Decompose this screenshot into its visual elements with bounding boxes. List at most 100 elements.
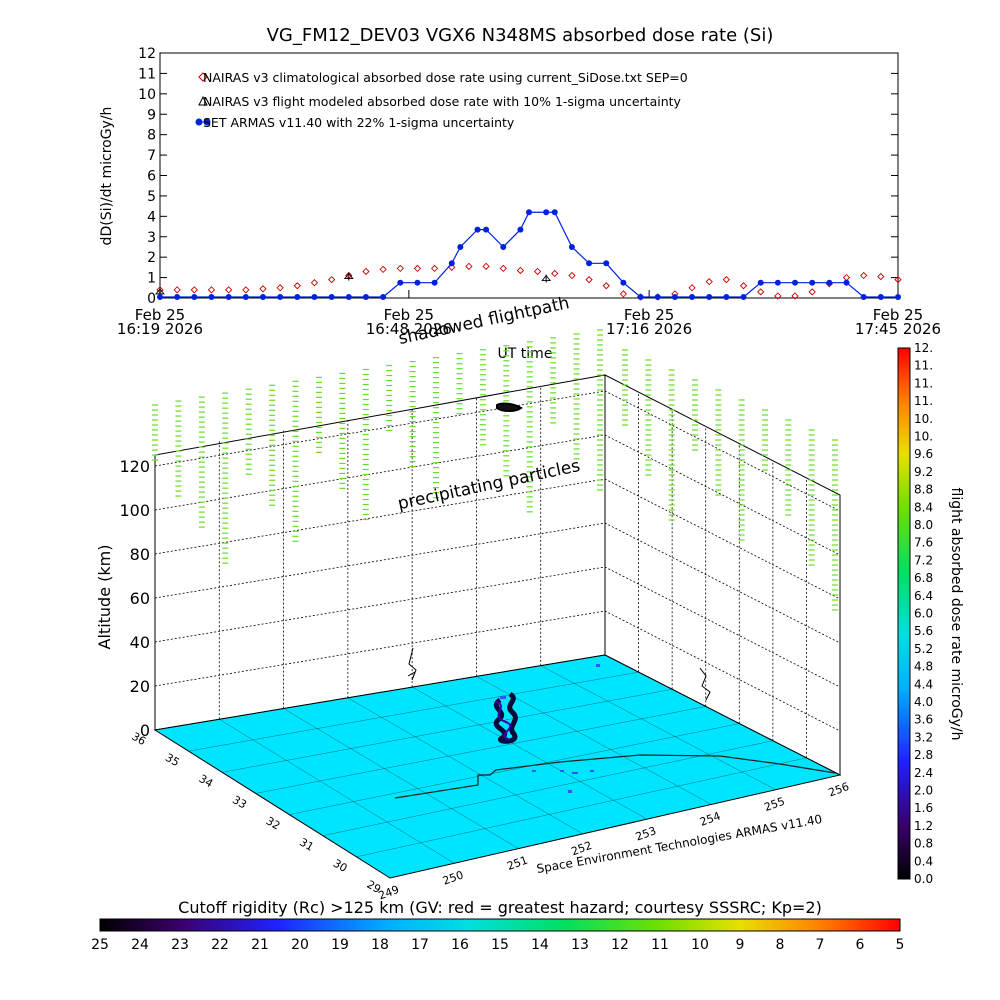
data-point-nairas-climatological	[808, 288, 816, 296]
data-point-nairas-climatological	[602, 282, 610, 290]
dose-colorbar-tick-label: 6.4	[914, 589, 933, 603]
dose-colorbar-tick-label: 4.0	[914, 695, 933, 709]
longitude-tick-label: 251	[505, 854, 529, 873]
floor-gridline	[540, 665, 776, 790]
data-point-nairas-climatological	[156, 286, 164, 294]
x-tick-label-time: 17:45 2026	[855, 320, 941, 338]
data-point-set-armas	[809, 279, 816, 286]
rigidity-colorbar-tick-label: 17	[411, 937, 429, 953]
dose-colorbar-tick-label: 7.2	[914, 553, 933, 567]
data-point-nairas-climatological	[396, 264, 404, 273]
latitude-tick-label: 31	[297, 836, 316, 854]
data-point-nairas-climatological	[310, 279, 319, 287]
y-tick-label: 6	[147, 169, 156, 185]
data-point-set-armas	[225, 293, 232, 300]
data-point-nairas-climatological	[413, 264, 422, 273]
altitude-tick-label: 60	[130, 589, 150, 608]
data-point-set-armas	[208, 293, 215, 300]
y-tick-label: 5	[147, 189, 156, 205]
map-floor	[153, 654, 842, 879]
y-tick-label: 11	[138, 66, 156, 82]
y-tick-label: 10	[138, 87, 156, 103]
data-point-nairas-climatological	[242, 286, 250, 294]
data-point-nairas-climatological	[327, 275, 336, 284]
flight-trace-right-wall	[699, 667, 711, 701]
dose-colorbar-tick-label: 2.8	[914, 748, 933, 762]
data-point-nairas-climatological	[894, 275, 902, 284]
data-point-set-armas	[551, 209, 558, 216]
floor-gridline	[219, 719, 455, 864]
dose-colorbar-tick-label: 0.0	[914, 872, 933, 886]
longitude-tick-label: 250	[441, 868, 465, 887]
dose-colorbar-tick-label: 11.	[914, 376, 933, 390]
dose-colorbar-tick-label: 2.0	[914, 784, 933, 798]
floor-gridline	[412, 686, 648, 820]
legend-triangle-marker	[198, 95, 208, 106]
floor-dose-dots	[500, 664, 600, 793]
dose-colorbar-tick-label: 6.0	[914, 607, 933, 621]
dose-colorbar-tick-label: 6.8	[914, 571, 933, 585]
rigidity-colorbar-tick-label: 16	[451, 937, 469, 953]
rigidity-colorbar-tick-label: 14	[531, 937, 549, 953]
rigidity-colorbar-tick-label: 5	[896, 937, 905, 953]
flight-trace-top	[496, 402, 523, 412]
dose-colorbar-tick-label: 5.2	[914, 642, 933, 656]
flight-spiral-shadow-overlay	[495, 701, 512, 741]
data-point-set-armas	[431, 279, 438, 286]
data-point-set-armas	[671, 293, 678, 300]
legend-diamond-marker	[198, 72, 208, 82]
data-point-set-armas	[448, 260, 455, 267]
data-point-set-armas	[380, 293, 387, 300]
rigidity-colorbar-tick-label: 18	[371, 937, 389, 953]
data-point-nairas-climatological	[533, 267, 542, 276]
rigidity-colorbar-tick-label: 22	[211, 937, 229, 953]
latitude-tick-label: 32	[264, 814, 283, 832]
dose-colorbar-tick-label: 11.	[914, 394, 933, 408]
data-point-nairas-climatological	[345, 271, 353, 280]
data-point-nairas-climatological	[842, 273, 851, 282]
data-point-set-armas	[242, 293, 249, 300]
y-tick-label: 0	[147, 291, 156, 307]
data-point-nairas-climatological	[465, 262, 473, 270]
latitude-tick-label: 36	[129, 730, 148, 748]
dose-rate-colorbar	[897, 347, 911, 880]
data-point-nairas-climatological	[259, 285, 267, 293]
latitude-axis: 29 30 31 32 33 34 35 36	[129, 730, 383, 896]
altitude-tick-label: 120	[119, 457, 150, 476]
rigidity-colorbar-tick-label: 7	[816, 937, 825, 953]
data-point-set-armas	[277, 293, 284, 300]
data-point-nairas-climatological	[276, 284, 284, 292]
data-point-set-armas	[328, 293, 335, 300]
precipitating-particles-label: precipitating particles	[396, 456, 582, 514]
data-point-set-armas	[637, 293, 644, 300]
data-point-nairas-climatological	[705, 278, 713, 286]
x-tick-label-time: 16:19 2026	[117, 320, 203, 338]
data-point-set-armas	[706, 293, 713, 300]
x-tick-label-time: 16:48 2026	[366, 320, 452, 338]
dose-colorbar-tick-label: 3.6	[914, 713, 933, 727]
data-point-set-armas	[620, 279, 627, 286]
data-point-set-armas	[723, 293, 730, 300]
rigidity-colorbar-tick-label: 20	[291, 937, 309, 953]
dose-colorbar-tick-label: 1.6	[914, 801, 933, 815]
floor-gridline	[322, 740, 773, 836]
data-point-nairas-climatological	[225, 286, 233, 294]
y-tick-label: 12	[138, 46, 156, 62]
x-tick-label-day: Feb 25	[873, 306, 923, 324]
data-point-set-armas	[345, 293, 352, 300]
rigidity-colorbar-tick-label: 23	[171, 937, 189, 953]
top-y-axis-label: dD(Si)/dt microGy/h	[99, 107, 115, 246]
dose-colorbar-tick-label: 4.4	[914, 677, 933, 691]
x-tick-label-time: 17:16 2026	[606, 320, 692, 338]
data-point-nairas-climatological	[619, 290, 628, 298]
dose-colorbar-tick-label: 2.4	[914, 766, 933, 780]
dose-colorbar-tick-label: 12.	[914, 341, 933, 355]
floor-gridline	[289, 723, 740, 815]
dose-colorbar-tick-label: 10.	[914, 412, 933, 426]
data-point-nairas-climatological	[207, 286, 216, 294]
dose-colorbar-tick-label: 0.4	[914, 854, 933, 868]
dose-colorbar-tick-label: 5.6	[914, 624, 933, 638]
data-point-nairas-climatological	[688, 284, 696, 292]
